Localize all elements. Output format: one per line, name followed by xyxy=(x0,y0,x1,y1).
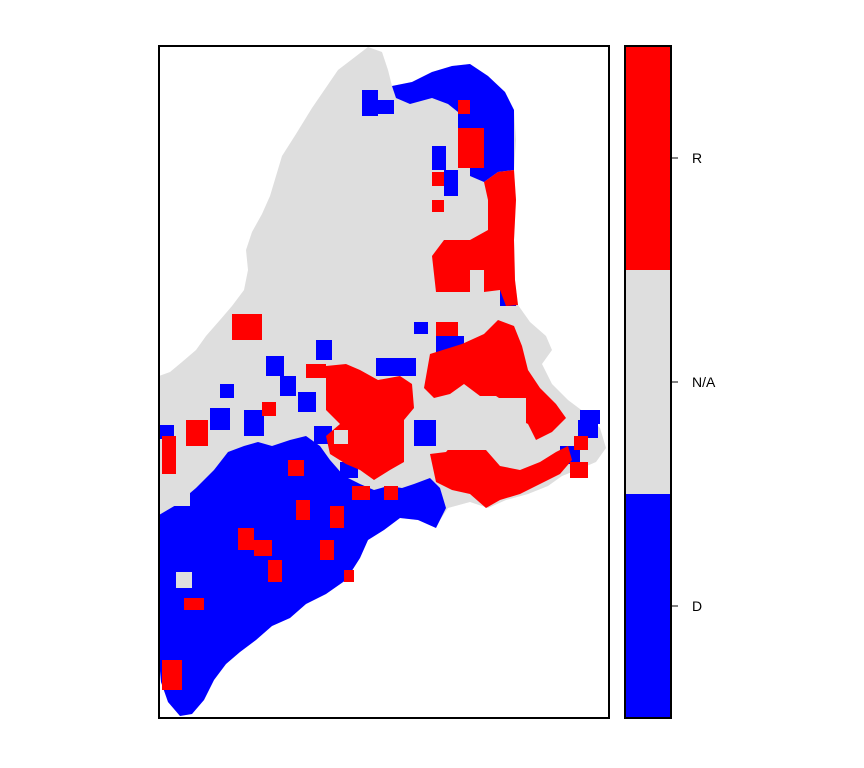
region-r-east-strip xyxy=(432,170,518,306)
region-d-c2 xyxy=(210,408,230,430)
region-r-north-2 xyxy=(458,100,470,114)
na-patches xyxy=(172,398,526,588)
region-d-north-1 xyxy=(362,90,378,116)
region-d-c12 xyxy=(414,420,438,446)
region-d-north-2 xyxy=(378,100,394,114)
region-r-w14 xyxy=(162,660,182,690)
region-d-c4 xyxy=(266,356,284,376)
region-d-c1 xyxy=(160,425,174,439)
region-r-w13 xyxy=(184,598,204,610)
region-d-c5 xyxy=(280,376,296,396)
region-r-w20 xyxy=(344,570,354,582)
region-na-3 xyxy=(436,398,526,450)
region-r-w17 xyxy=(436,322,458,336)
legend-swatch-d xyxy=(625,494,671,718)
region-d-c16 xyxy=(578,420,598,438)
region-d-c9 xyxy=(376,358,416,376)
region-r-w1 xyxy=(232,314,262,340)
legend: R N/A D xyxy=(624,45,716,719)
region-d-c17 xyxy=(580,410,600,424)
region-r-w5 xyxy=(288,460,304,476)
map-frame xyxy=(158,45,610,719)
region-na-2 xyxy=(172,482,190,506)
region-r-south-east xyxy=(430,440,572,508)
region-r-w10 xyxy=(238,528,254,550)
region-d-c6 xyxy=(298,392,316,412)
region-r-north-1 xyxy=(458,128,484,168)
region-r-w7 xyxy=(296,500,310,520)
region-r-w4 xyxy=(262,402,276,416)
region-d-c7 xyxy=(220,384,234,398)
region-na-4 xyxy=(334,430,348,444)
region-r-w18 xyxy=(574,436,588,450)
legend-swatch-na xyxy=(625,270,671,494)
legend-swatch-r xyxy=(625,46,671,270)
region-r-w12 xyxy=(268,560,282,582)
region-d-c18 xyxy=(414,322,428,334)
region-r-central xyxy=(326,364,414,480)
republican-regions xyxy=(162,100,588,690)
region-r-north-3 xyxy=(432,172,444,186)
legend-label-r: R xyxy=(692,150,702,166)
region-d-north-4 xyxy=(444,170,458,196)
region-r-w11 xyxy=(254,540,272,556)
legend-label-d: D xyxy=(692,598,702,614)
region-r-w2 xyxy=(162,436,176,474)
region-d-c3 xyxy=(244,410,264,436)
map-panel xyxy=(158,45,610,719)
region-r-w16 xyxy=(384,486,398,500)
region-r-w6 xyxy=(306,364,326,378)
region-r-north-4 xyxy=(432,200,444,212)
region-r-w3 xyxy=(186,420,208,446)
region-r-w15 xyxy=(352,486,370,500)
region-d-southwest xyxy=(159,436,446,716)
region-r-w19 xyxy=(570,462,588,478)
region-d-north-3 xyxy=(432,146,446,170)
region-na-1 xyxy=(176,572,192,588)
region-r-w9 xyxy=(320,540,334,560)
democrat-regions xyxy=(159,64,600,716)
region-r-w8 xyxy=(330,506,344,528)
region-r-east-central xyxy=(424,320,566,440)
region-d-c8 xyxy=(316,340,332,360)
legend-label-na: N/A xyxy=(692,374,716,390)
